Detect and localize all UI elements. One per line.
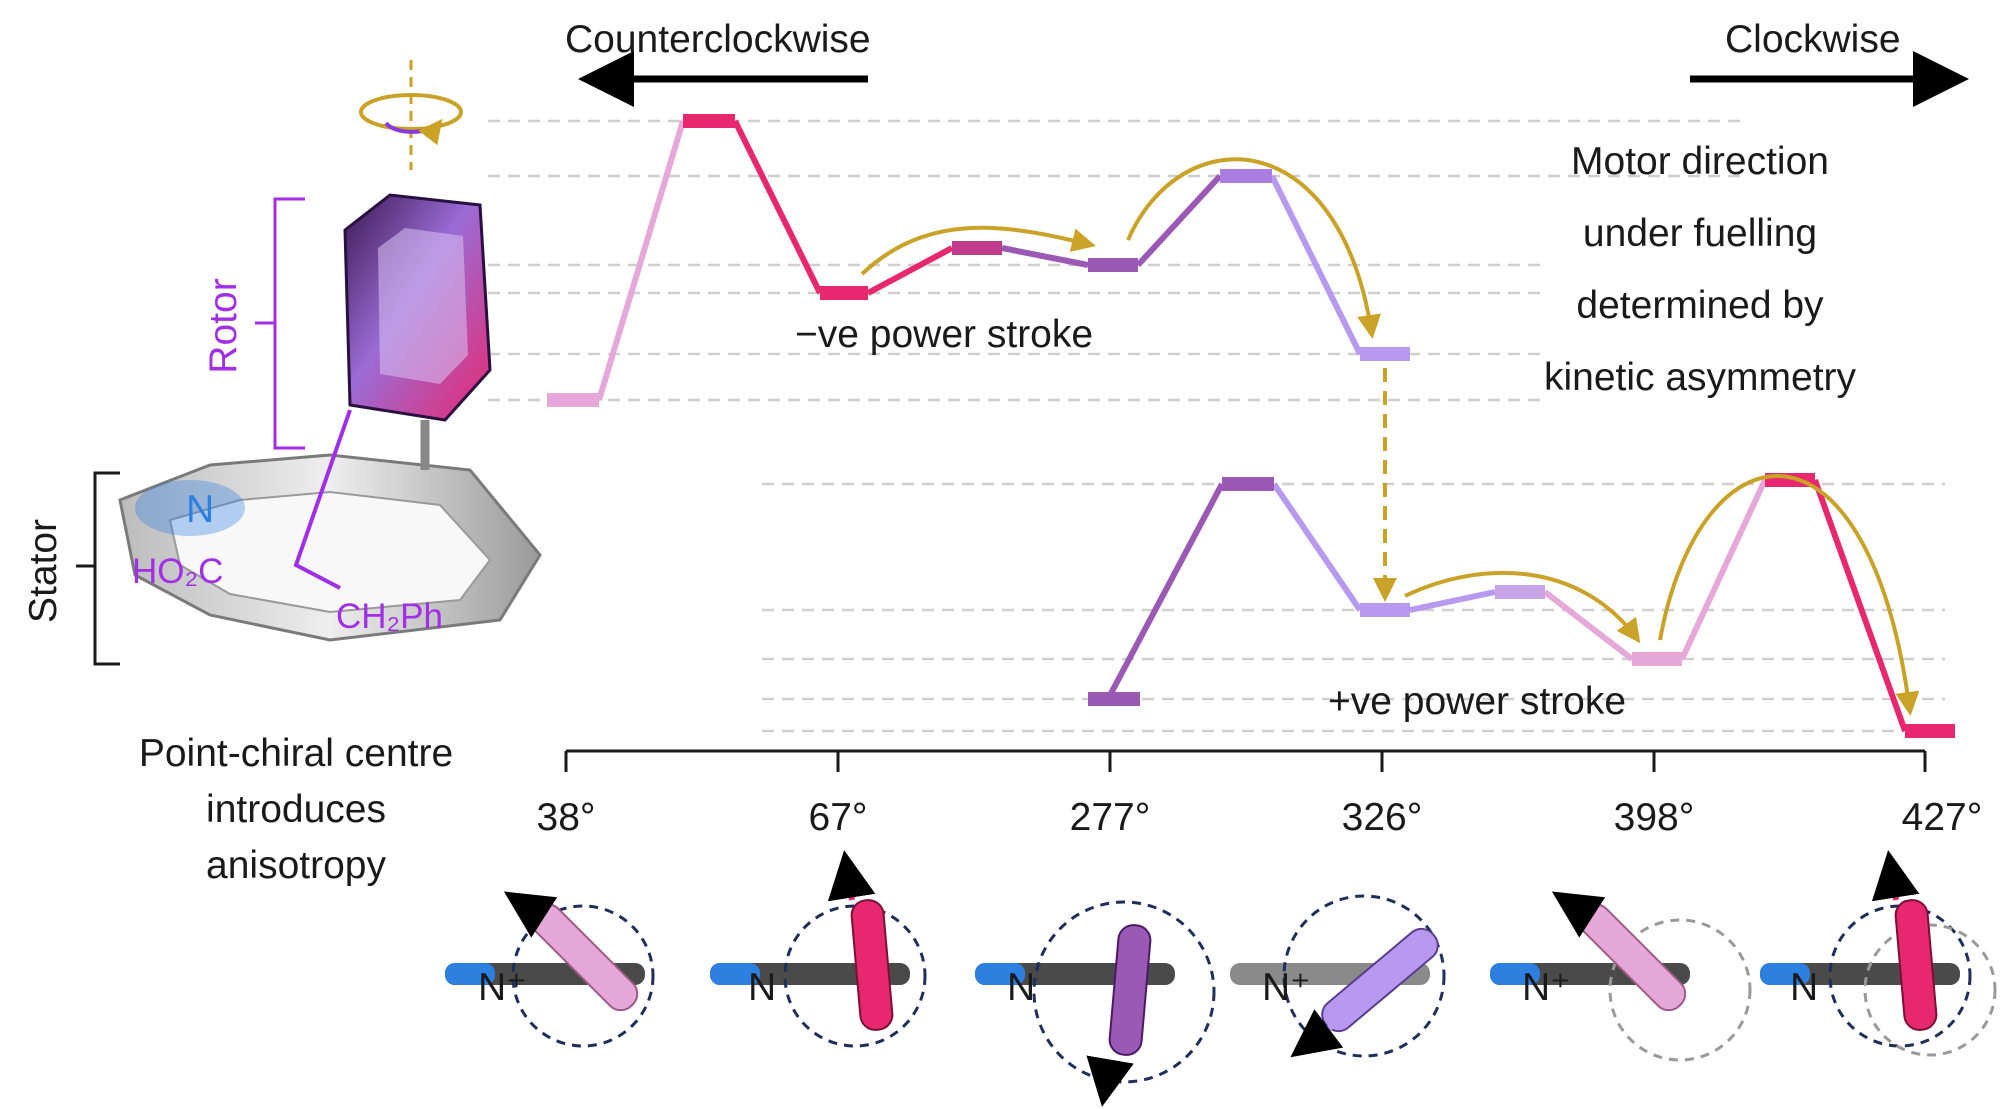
negative-power-stroke-label: −ve power stroke [795, 313, 1093, 356]
chiral-chain [293, 409, 352, 590]
level-intermediate-2 [1495, 585, 1545, 599]
motor-direction-line-3: determined by [1576, 284, 1824, 327]
counterclockwise-indicator: Counterclockwise [565, 18, 871, 107]
ho2c-label: HO₂C [132, 552, 223, 591]
conformer-label-6: N [1790, 966, 1818, 1009]
gold-arrow-1 [860, 225, 1096, 276]
conformer-67deg: N [710, 850, 927, 1048]
level-277deg-bottom [1088, 692, 1140, 706]
clockwise-label: Clockwise [1725, 18, 1901, 61]
bottom-energy-levels [1088, 473, 1955, 738]
level-38deg-start [547, 393, 599, 407]
conformer-label-2: N [748, 966, 776, 1009]
conformer-427deg: N [1760, 850, 1997, 1057]
gold-arrow-3 [1404, 570, 1641, 644]
motor-direction-line-2: under fuelling [1583, 212, 1817, 255]
rotor-ring-inner [378, 228, 468, 384]
level-barrier-3 [1222, 477, 1274, 491]
stator-bracket [76, 471, 120, 666]
conformer-277deg: N [975, 900, 1216, 1107]
level-427deg [1905, 724, 1955, 738]
gold-arrow-4 [1658, 474, 1920, 716]
nitrogen-label: N [186, 488, 214, 531]
rotor-bracket [255, 197, 305, 450]
point-chiral-line-1: Point-chiral centre [139, 732, 453, 775]
angle-tick-277: 277° [1070, 796, 1151, 839]
rotation-direction-icon [384, 118, 443, 146]
level-398deg [1632, 652, 1682, 666]
angle-tick-326: 326° [1342, 796, 1423, 839]
ch2ph-label: CH₂Ph [336, 597, 443, 636]
clockwise-indicator: Clockwise [1690, 18, 1969, 107]
motor-direction-line-4: kinetic asymmetry [1544, 356, 1857, 399]
angle-tick-38: 38° [537, 796, 596, 839]
level-326deg-bottom [1360, 603, 1410, 617]
conformer-326deg: N⁺ [1230, 894, 1446, 1058]
conformer-label-1: N⁺ [478, 966, 527, 1009]
bottom-energy-profile [1105, 478, 1908, 733]
rotor-label: Rotor [202, 278, 245, 373]
nitrogen-glow [135, 480, 245, 536]
level-67deg [820, 286, 868, 300]
angle-tick-67: 67° [809, 796, 868, 839]
level-277deg [1088, 258, 1138, 272]
top-energy-levels [547, 114, 1410, 407]
stator-ring-inner [168, 490, 492, 614]
angle-tick-427: 427° [1902, 796, 1983, 839]
motor-direction-text: Motor direction under fuelling determine… [1544, 140, 1857, 399]
point-chiral-line-2: introduces [206, 788, 386, 831]
rotation-circle-icon [359, 93, 463, 131]
conformer-label-5: N⁺ [1522, 966, 1571, 1009]
conformer-label-4: N⁺ [1262, 966, 1311, 1009]
angle-tick-398: 398° [1614, 796, 1695, 839]
conformer-398deg: N⁺ [1490, 891, 1752, 1062]
point-chiral-line-3: anisotropy [206, 844, 386, 887]
stator-label: Stator [22, 519, 65, 623]
top-energy-profile [596, 119, 1363, 401]
counterclockwise-label: Counterclockwise [565, 18, 871, 61]
angle-axis: 38° 67° 277° 326° 398° 427° [537, 749, 1983, 839]
level-intermediate-1 [952, 241, 1002, 255]
level-barrier-1 [683, 114, 735, 128]
motor-direction-line-1: Motor direction [1571, 140, 1829, 183]
point-chiral-caption: Point-chiral centre introduces anisotrop… [139, 732, 453, 887]
gold-arrow-2 [1126, 157, 1381, 339]
molecule-illustration: Rotor Stator N HO₂C CH₂Ph [22, 60, 542, 666]
level-326deg-top [1360, 347, 1410, 361]
level-barrier-2 [1220, 169, 1272, 183]
conformer-icons: N⁺ N N N⁺ [445, 850, 1997, 1107]
conformer-38deg: N⁺ [445, 891, 655, 1048]
positive-power-stroke-label: +ve power stroke [1328, 680, 1626, 723]
kinetic-arrows [860, 157, 1920, 716]
conformer-label-3: N [1007, 966, 1035, 1009]
